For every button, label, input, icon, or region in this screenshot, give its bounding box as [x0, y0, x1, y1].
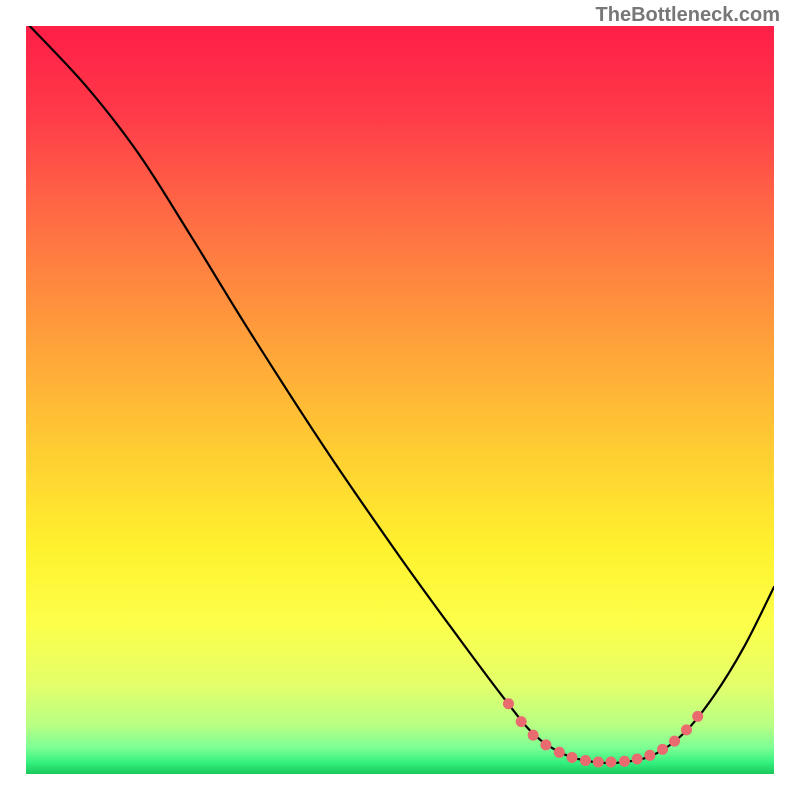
optimal-marker [605, 757, 616, 768]
optimal-marker [540, 739, 551, 750]
optimal-marker [619, 756, 630, 767]
watermark-text: TheBottleneck.com [596, 4, 780, 27]
curve-layer [26, 26, 774, 774]
optimal-marker [657, 744, 668, 755]
bottleneck-curve [30, 26, 774, 763]
bottleneck-chart: TheBottleneck.com [0, 0, 800, 800]
optimal-marker [681, 724, 692, 735]
optimal-marker [567, 752, 578, 763]
optimal-marker [692, 711, 703, 722]
optimal-marker [593, 757, 604, 768]
optimal-marker [632, 754, 643, 765]
plot-area [26, 26, 774, 774]
optimal-marker [644, 750, 655, 761]
optimal-marker [503, 698, 514, 709]
optimal-marker [669, 736, 680, 747]
optimal-marker [516, 716, 527, 727]
optimal-marker [580, 755, 591, 766]
marker-group [503, 698, 703, 767]
optimal-marker [528, 730, 539, 741]
optimal-marker [554, 747, 565, 758]
